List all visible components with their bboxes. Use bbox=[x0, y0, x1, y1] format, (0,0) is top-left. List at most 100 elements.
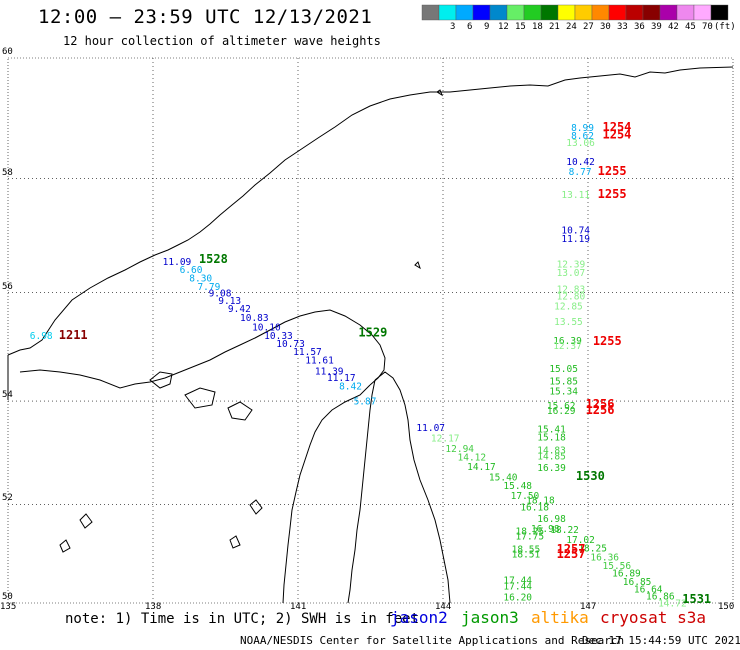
colorbar-swatch bbox=[455, 4, 474, 21]
swh-value-label: 16.86 bbox=[646, 592, 675, 603]
swh-value-label: 12.39 bbox=[557, 260, 586, 271]
swh-value-label: 17.02 bbox=[566, 535, 595, 546]
colorbar-tick-label: 12 bbox=[498, 22, 509, 32]
latitude-label: 58 bbox=[2, 167, 13, 178]
swh-value-label: 16.64 bbox=[634, 584, 663, 595]
pass-time-label: 1256 bbox=[586, 403, 615, 417]
swh-value-label: 18.22 bbox=[550, 525, 579, 536]
swh-value-label: 5.87 bbox=[354, 397, 377, 408]
colorbar-tick-label: 18 bbox=[532, 22, 543, 32]
swh-value-label: 10.83 bbox=[240, 313, 269, 324]
pass-time-label: 1257 bbox=[557, 542, 586, 556]
lake bbox=[249, 499, 263, 515]
page-title: 12:00 — 23:59 UTC 12/13/2021 bbox=[38, 6, 373, 28]
swh-value-label: 15.40 bbox=[489, 472, 518, 483]
colorbar-swatch bbox=[557, 4, 576, 21]
pass-time-label: 1529 bbox=[358, 326, 387, 340]
colorbar-swatch bbox=[591, 4, 610, 21]
coastline-north bbox=[7, 66, 734, 356]
pass-time-label: 1211 bbox=[59, 328, 88, 342]
island-bolshoy-shantar bbox=[184, 387, 216, 409]
swh-value-label: 16.39 bbox=[537, 463, 566, 474]
swh-value-label: 16.98 bbox=[531, 524, 560, 535]
swh-value-label: 10.74 bbox=[561, 226, 590, 237]
swh-value-label: 7.79 bbox=[197, 282, 220, 293]
swh-value-label: 8.62 bbox=[571, 131, 594, 142]
swh-value-label: 16.98 bbox=[537, 514, 566, 525]
pass-time-label: 1257 bbox=[557, 547, 586, 561]
plot-frame bbox=[7, 57, 734, 604]
latitude-label: 54 bbox=[2, 390, 13, 401]
colorbar-tick-label: 70 bbox=[702, 22, 713, 32]
legend-cryosat-s3a: cryosat s3a bbox=[600, 608, 706, 627]
longitude-label: 141 bbox=[290, 602, 307, 612]
colorbar-tick-label: 21 bbox=[549, 22, 560, 32]
latitude-label: 50 bbox=[2, 592, 13, 602]
colorbar-swatch bbox=[608, 4, 627, 21]
swh-value-label: 9.42 bbox=[228, 304, 251, 315]
swh-value-label: 14.17 bbox=[467, 462, 496, 473]
longitude-label: 138 bbox=[145, 602, 162, 612]
swh-value-label: 14.72 bbox=[658, 598, 687, 609]
colorbar-swatch bbox=[421, 4, 440, 21]
coastline-mainland-east bbox=[282, 384, 371, 604]
swh-value-label: 15.05 bbox=[549, 364, 578, 375]
colorbar-tick-label: 15 bbox=[515, 22, 526, 32]
swh-value-label: 13.55 bbox=[554, 317, 583, 328]
swh-value-label: 16.20 bbox=[503, 593, 532, 604]
colorbar-swatch bbox=[574, 4, 593, 21]
pass-time-label: 1254 bbox=[603, 127, 632, 141]
pass-time-label: 1531 bbox=[682, 592, 711, 606]
longitude-label: 144 bbox=[435, 602, 452, 612]
colorbar-tick-label: 30 bbox=[600, 22, 611, 32]
legend-jason2: jason2 bbox=[390, 608, 448, 627]
swh-value-label: 17.50 bbox=[511, 491, 540, 502]
swh-value-label: 11.61 bbox=[305, 356, 334, 367]
colorbar-swatch bbox=[489, 4, 508, 21]
swh-value-label: 16.18 bbox=[520, 502, 549, 513]
swh-value-label: 14.12 bbox=[458, 452, 487, 463]
swh-value-label: 16.89 bbox=[612, 568, 641, 579]
colorbar-tick-label: 9 bbox=[484, 22, 490, 32]
islet bbox=[436, 89, 444, 97]
colorbar-swatch bbox=[472, 4, 491, 21]
swh-value-label: 12.17 bbox=[431, 433, 460, 444]
colorbar-tick-label: 36 bbox=[634, 22, 645, 32]
swh-value-label: 18.51 bbox=[512, 550, 541, 561]
lake bbox=[79, 513, 93, 529]
swh-value-label: 15.18 bbox=[537, 432, 566, 443]
credit-org: NOAA/NESDIS Center for Satellite Applica… bbox=[240, 634, 625, 647]
latitude-label: 52 bbox=[2, 493, 13, 504]
swh-value-label: 13.07 bbox=[557, 268, 586, 279]
colorbar-swatch bbox=[642, 4, 661, 21]
swh-value-label: 10.10 bbox=[252, 323, 281, 334]
swh-value-label: 9.08 bbox=[209, 289, 232, 300]
colorbar-swatch bbox=[676, 4, 695, 21]
colorbar-swatch bbox=[710, 4, 729, 21]
footer-note: note: 1) Time is in UTC; 2) SWH is in fe… bbox=[65, 611, 420, 627]
swh-value-label: 10.33 bbox=[264, 331, 293, 342]
coastline bbox=[7, 66, 734, 604]
swh-value-label: 9.13 bbox=[218, 296, 241, 307]
colorbar-swatch bbox=[506, 4, 525, 21]
swh-value-label: 15.34 bbox=[549, 387, 578, 398]
pass-time-label: 1255 bbox=[598, 164, 627, 178]
swh-value-label: 12.85 bbox=[554, 301, 583, 312]
pass-time-label: 1256 bbox=[586, 397, 615, 411]
swh-value-label: 15.62 bbox=[547, 401, 576, 412]
pass-time-label: 1255 bbox=[593, 334, 622, 348]
pass-time-label: 1528 bbox=[199, 252, 228, 266]
swh-value-label: 11.57 bbox=[293, 347, 322, 358]
pass-time-label: 1255 bbox=[598, 187, 627, 201]
swh-value-label: 11.07 bbox=[416, 423, 445, 434]
colorbar-tick-label: 27 bbox=[583, 22, 594, 32]
swh-value-label: 8.77 bbox=[569, 167, 592, 178]
swh-value-label: 8.42 bbox=[339, 381, 362, 392]
swh-value-label: 12.37 bbox=[553, 341, 582, 352]
swh-value-label: 17.44 bbox=[503, 576, 532, 587]
lake bbox=[229, 535, 241, 549]
longitude-label: 150 bbox=[718, 602, 735, 612]
legend-jason3: jason3 bbox=[461, 608, 519, 627]
